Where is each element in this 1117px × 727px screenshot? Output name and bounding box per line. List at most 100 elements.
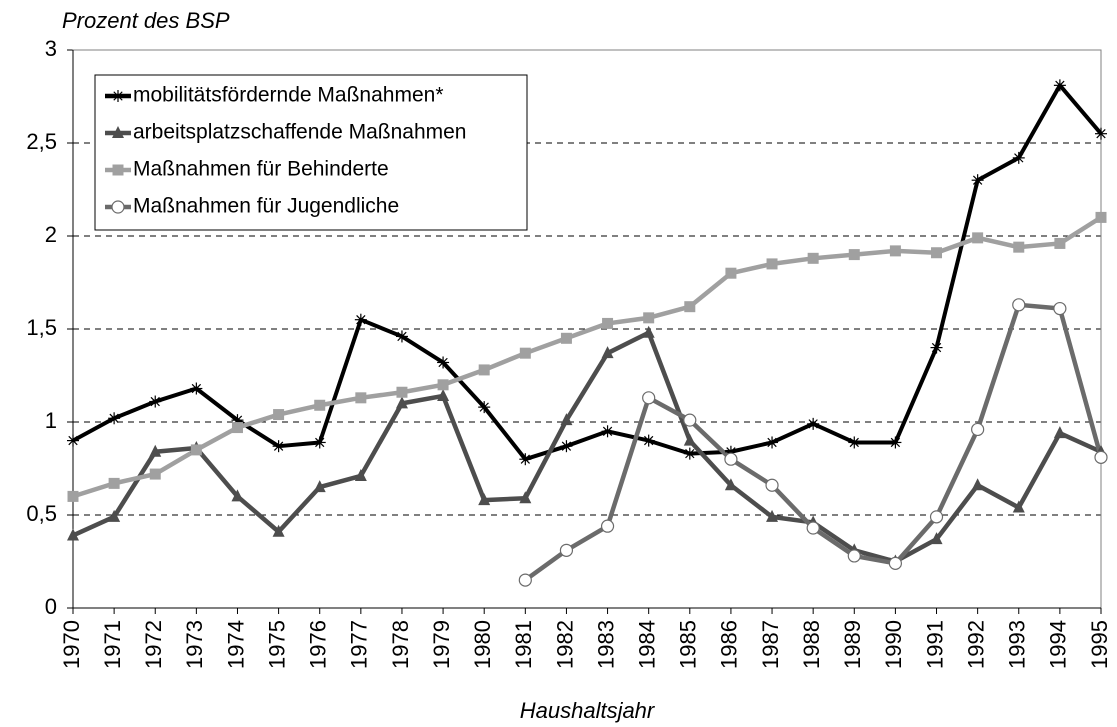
marker bbox=[683, 433, 696, 446]
marker bbox=[314, 399, 326, 411]
marker-shape bbox=[725, 267, 737, 279]
marker bbox=[1012, 298, 1026, 312]
marker-shape bbox=[231, 422, 243, 434]
marker-stroke bbox=[113, 91, 123, 101]
marker bbox=[518, 573, 532, 587]
marker-stroke bbox=[890, 437, 901, 448]
marker bbox=[1054, 237, 1066, 249]
marker bbox=[766, 258, 778, 270]
marker bbox=[807, 417, 820, 430]
marker bbox=[231, 489, 244, 502]
marker bbox=[190, 382, 203, 395]
marker-shape bbox=[600, 519, 615, 533]
marker bbox=[848, 249, 860, 261]
marker-shape bbox=[930, 532, 943, 545]
marker bbox=[273, 409, 285, 421]
marker bbox=[395, 330, 408, 343]
marker-stroke bbox=[1014, 153, 1024, 163]
x-tick-label: 1994 bbox=[1046, 620, 1071, 669]
x-tick-label: 1972 bbox=[141, 620, 166, 669]
marker-shape bbox=[929, 510, 944, 524]
legend-label: arbeitsplatzschaffende Maßnahmen bbox=[133, 121, 466, 144]
marker-shape bbox=[642, 325, 655, 338]
marker-stroke bbox=[356, 315, 366, 325]
marker bbox=[108, 509, 121, 522]
x-tick-label: 1983 bbox=[593, 620, 618, 669]
marker-shape bbox=[642, 391, 656, 405]
y-tick-label: 1 bbox=[45, 408, 57, 433]
marker-stroke bbox=[520, 454, 530, 464]
marker-shape bbox=[1053, 301, 1067, 316]
marker bbox=[149, 444, 162, 457]
marker-shape bbox=[396, 386, 408, 398]
marker bbox=[766, 436, 779, 449]
marker bbox=[67, 490, 79, 502]
marker bbox=[1095, 211, 1107, 223]
marker bbox=[971, 478, 984, 491]
marker-shape bbox=[971, 478, 984, 491]
x-tick-label: 1984 bbox=[634, 620, 659, 669]
marker-shape bbox=[601, 346, 614, 359]
marker-stroke bbox=[849, 437, 859, 448]
marker-shape bbox=[602, 317, 614, 329]
marker bbox=[1095, 127, 1107, 140]
marker bbox=[559, 543, 574, 557]
marker bbox=[642, 434, 655, 447]
marker-shape bbox=[971, 422, 985, 437]
marker bbox=[560, 413, 573, 426]
marker bbox=[519, 491, 532, 504]
marker-shape bbox=[684, 301, 696, 313]
marker bbox=[931, 247, 943, 259]
marker bbox=[1053, 79, 1066, 92]
x-tick-label: 1977 bbox=[347, 620, 372, 669]
marker-stroke bbox=[644, 435, 654, 446]
marker-stroke bbox=[191, 383, 202, 394]
x-tick-label: 1991 bbox=[922, 620, 947, 669]
y-tick-label: 0,5 bbox=[26, 501, 57, 526]
marker bbox=[847, 549, 861, 563]
marker-shape bbox=[67, 490, 79, 502]
x-tick-label: 1982 bbox=[552, 620, 577, 669]
marker bbox=[1053, 301, 1067, 316]
x-tick-label: 1992 bbox=[963, 620, 988, 669]
marker bbox=[642, 391, 656, 405]
x-tick-label: 1981 bbox=[511, 620, 536, 669]
marker-shape bbox=[395, 396, 408, 409]
marker-stroke bbox=[109, 413, 119, 423]
marker bbox=[478, 401, 491, 414]
marker-shape bbox=[766, 258, 778, 270]
x-axis-label: Haushaltsjahr bbox=[520, 698, 656, 723]
legend-label: Maßnahmen für Behinderte bbox=[133, 158, 389, 181]
marker-shape bbox=[112, 164, 124, 176]
marker bbox=[601, 425, 614, 438]
marker bbox=[272, 524, 285, 537]
marker bbox=[683, 413, 697, 427]
marker-shape bbox=[1053, 426, 1066, 439]
marker-shape bbox=[888, 556, 903, 570]
x-tick-label: 1974 bbox=[223, 620, 248, 669]
marker bbox=[272, 440, 285, 453]
marker bbox=[766, 509, 779, 522]
marker bbox=[643, 312, 655, 324]
marker-stroke bbox=[972, 175, 983, 185]
marker bbox=[765, 478, 779, 492]
marker-shape bbox=[354, 468, 367, 481]
marker bbox=[684, 301, 696, 313]
marker bbox=[1094, 450, 1108, 464]
x-tick-label: 1987 bbox=[758, 620, 783, 669]
x-tick-label: 1970 bbox=[59, 620, 84, 669]
marker-stroke bbox=[685, 448, 695, 459]
marker-shape bbox=[67, 528, 79, 541]
marker bbox=[437, 356, 450, 369]
marker bbox=[519, 453, 532, 466]
marker-shape bbox=[972, 232, 984, 244]
series-line bbox=[72, 330, 1102, 564]
x-tick-label: 1988 bbox=[799, 620, 824, 669]
y-tick-label: 2,5 bbox=[26, 129, 57, 154]
marker bbox=[149, 395, 162, 408]
marker bbox=[354, 313, 367, 326]
marker bbox=[313, 436, 326, 449]
marker-stroke bbox=[931, 342, 942, 353]
